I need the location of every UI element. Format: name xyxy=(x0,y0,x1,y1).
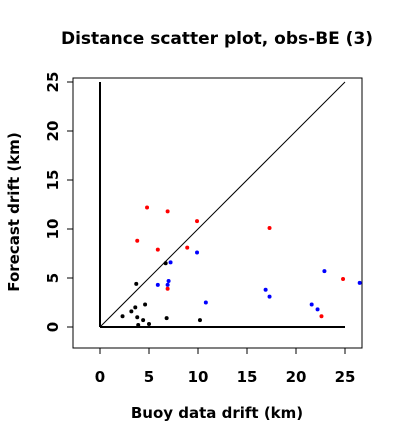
data-point xyxy=(163,261,168,266)
data-point xyxy=(267,226,272,231)
data-point xyxy=(165,282,170,287)
data-point xyxy=(341,276,346,281)
plot-frame xyxy=(72,77,363,349)
data-point xyxy=(141,318,146,323)
data-point xyxy=(143,302,148,307)
data-point xyxy=(145,205,150,210)
identity-line xyxy=(99,81,346,328)
data-point xyxy=(315,307,320,312)
reference-lines xyxy=(99,81,346,328)
x-tick-label: 10 xyxy=(188,368,209,386)
data-point xyxy=(309,302,314,307)
y-tick-label: 15 xyxy=(44,170,62,191)
data-point xyxy=(165,286,170,291)
data-point xyxy=(263,287,268,292)
data-point xyxy=(120,314,125,319)
data-point xyxy=(155,282,160,287)
x-tick-label: 0 xyxy=(95,368,105,386)
data-point xyxy=(322,269,327,274)
data-point xyxy=(129,309,134,314)
data-point xyxy=(357,280,362,285)
y-tick-label: 10 xyxy=(44,219,62,240)
data-point xyxy=(267,294,272,299)
data-point xyxy=(197,318,202,323)
chart-title: Distance scatter plot, obs-BE (3) xyxy=(61,29,373,49)
x-tick-label: 25 xyxy=(335,368,356,386)
data-point xyxy=(195,250,200,255)
data-point xyxy=(195,219,200,224)
data-point xyxy=(136,323,141,328)
data-point xyxy=(133,305,138,310)
data-point xyxy=(203,300,208,305)
data-point xyxy=(185,245,190,250)
data-point xyxy=(134,281,139,286)
data-point xyxy=(166,278,171,283)
y-axis-label: Forecast drift (km) xyxy=(5,132,23,291)
x-tick-label: 5 xyxy=(144,368,154,386)
data-point xyxy=(168,260,173,265)
data-point xyxy=(165,209,170,214)
x-tick-label: 15 xyxy=(237,368,258,386)
data-point xyxy=(155,247,160,252)
y-axis: 0 5 10 15 20 25 xyxy=(44,72,73,332)
y-tick-label: 0 xyxy=(44,322,62,332)
x-tick-label: 20 xyxy=(286,368,307,386)
y-tick-label: 5 xyxy=(44,273,62,283)
x-axis-label: Buoy data drift (km) xyxy=(131,404,303,422)
y-tick-label: 25 xyxy=(44,72,62,93)
data-point xyxy=(135,238,140,243)
data-point xyxy=(319,314,324,319)
data-point xyxy=(147,322,151,327)
x-axis: 0 5 10 15 20 25 xyxy=(95,348,356,386)
data-point xyxy=(135,315,140,320)
data-points xyxy=(120,205,362,328)
y-tick-label: 20 xyxy=(44,121,62,142)
data-point xyxy=(164,316,169,321)
